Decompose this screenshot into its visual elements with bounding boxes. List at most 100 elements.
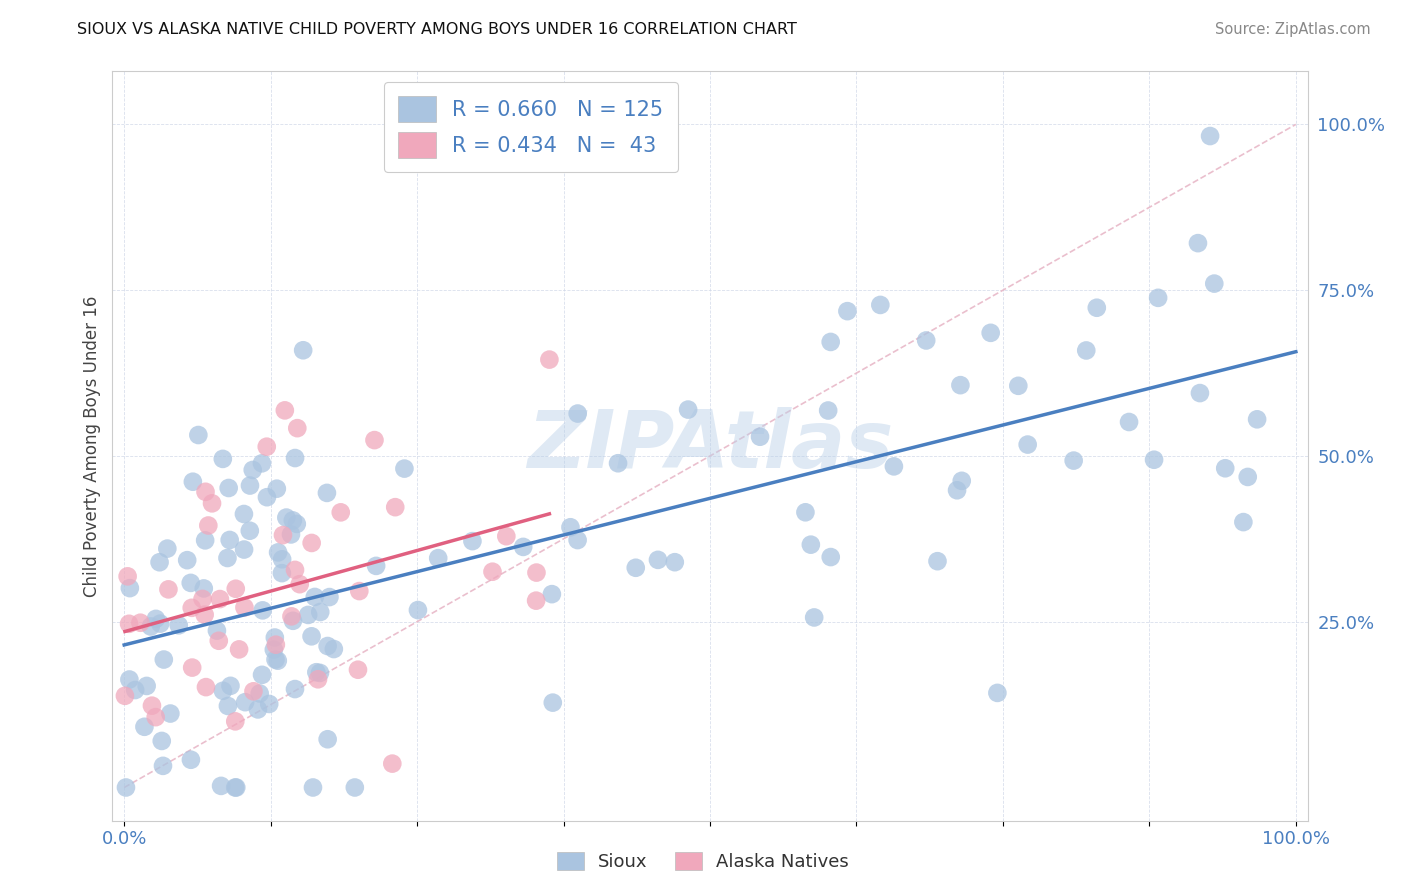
Point — [803, 610, 825, 624]
Point — [181, 660, 204, 674]
Point — [239, 478, 262, 492]
Point — [1204, 277, 1226, 291]
Point — [271, 552, 294, 566]
Point — [252, 603, 274, 617]
Point — [316, 486, 339, 500]
Text: ZIPAtlas: ZIPAtlas — [527, 407, 893, 485]
Point — [381, 756, 404, 771]
Point — [176, 553, 198, 567]
Point — [316, 732, 339, 747]
Point — [224, 780, 246, 795]
Point — [263, 631, 285, 645]
Point — [820, 550, 842, 565]
Point — [266, 482, 288, 496]
Point — [217, 698, 239, 713]
Point — [427, 551, 450, 566]
Point — [118, 581, 141, 595]
Point — [1007, 379, 1029, 393]
Point — [115, 780, 138, 795]
Point — [250, 668, 273, 682]
Point — [145, 710, 167, 724]
Point — [135, 679, 157, 693]
Point — [156, 541, 179, 556]
Point — [225, 582, 247, 596]
Text: SIOUX VS ALASKA NATIVE CHILD POVERTY AMONG BOYS UNDER 16 CORRELATION CHART: SIOUX VS ALASKA NATIVE CHILD POVERTY AMO… — [77, 22, 797, 37]
Point — [181, 475, 204, 489]
Point — [318, 590, 340, 604]
Point — [349, 584, 371, 599]
Point — [212, 683, 235, 698]
Point — [191, 591, 214, 606]
Point — [1118, 415, 1140, 429]
Point — [257, 697, 280, 711]
Point — [869, 298, 891, 312]
Point — [242, 684, 264, 698]
Point — [209, 779, 232, 793]
Point — [264, 638, 287, 652]
Point — [139, 619, 162, 633]
Point — [526, 566, 548, 580]
Point — [118, 616, 141, 631]
Point — [406, 603, 429, 617]
Point — [246, 702, 269, 716]
Point — [749, 430, 772, 444]
Point — [304, 590, 326, 604]
Point — [187, 428, 209, 442]
Point — [250, 456, 273, 470]
Point — [117, 569, 139, 583]
Point — [149, 616, 172, 631]
Point — [285, 421, 308, 435]
Point — [949, 378, 972, 392]
Point — [384, 500, 406, 515]
Point — [218, 481, 240, 495]
Point — [124, 683, 146, 698]
Point — [256, 440, 278, 454]
Point — [1147, 291, 1170, 305]
Point — [915, 334, 938, 348]
Point — [249, 686, 271, 700]
Point — [194, 680, 217, 694]
Point — [264, 652, 287, 666]
Point — [256, 490, 278, 504]
Point — [794, 505, 817, 519]
Point — [343, 780, 366, 795]
Point — [194, 484, 217, 499]
Point — [524, 593, 547, 607]
Point — [180, 600, 202, 615]
Point — [292, 343, 315, 358]
Point — [800, 538, 823, 552]
Point — [363, 433, 385, 447]
Point — [197, 518, 219, 533]
Point — [280, 527, 302, 541]
Point — [157, 582, 180, 597]
Point — [285, 516, 308, 531]
Point — [322, 642, 344, 657]
Point — [208, 633, 231, 648]
Point — [224, 714, 246, 729]
Point — [150, 734, 173, 748]
Point — [1213, 461, 1236, 475]
Point — [946, 483, 969, 498]
Point — [159, 706, 181, 721]
Y-axis label: Child Poverty Among Boys Under 16: Child Poverty Among Boys Under 16 — [83, 295, 101, 597]
Point — [512, 540, 534, 554]
Point — [145, 612, 167, 626]
Point — [205, 624, 228, 638]
Point — [307, 673, 329, 687]
Point — [167, 618, 190, 632]
Point — [239, 524, 262, 538]
Point — [366, 558, 388, 573]
Point — [180, 575, 202, 590]
Point — [1246, 412, 1268, 426]
Point — [228, 642, 250, 657]
Point — [211, 451, 233, 466]
Point — [219, 679, 242, 693]
Point — [134, 720, 156, 734]
Point — [180, 753, 202, 767]
Point — [305, 665, 328, 680]
Point — [201, 496, 224, 510]
Point — [647, 553, 669, 567]
Point — [481, 565, 503, 579]
Point — [676, 402, 699, 417]
Point — [233, 695, 256, 709]
